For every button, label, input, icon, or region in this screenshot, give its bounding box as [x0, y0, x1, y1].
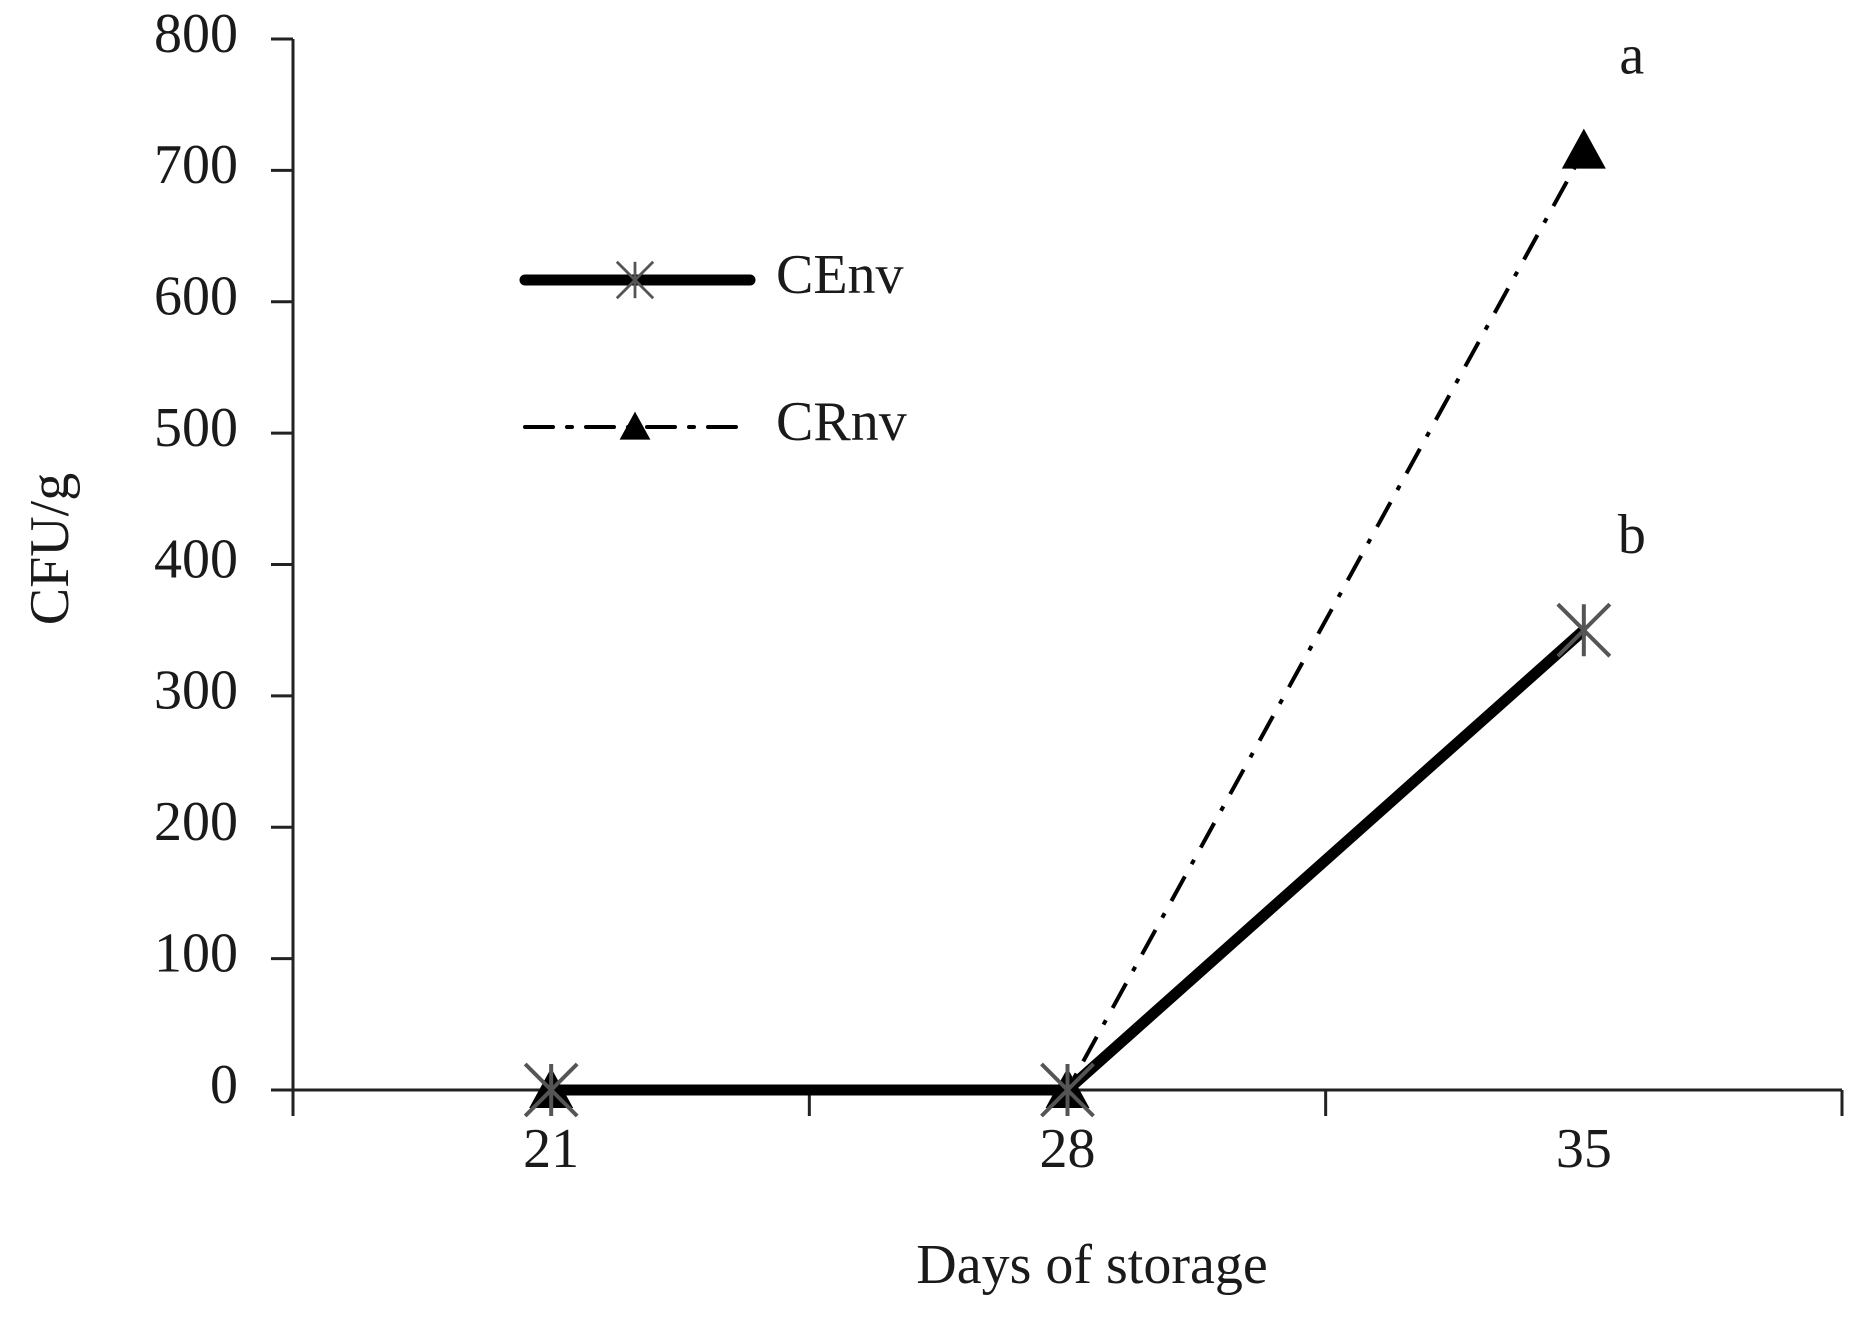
x-tick-label: 28 [1040, 1118, 1096, 1180]
x-tick-label: 35 [1556, 1118, 1612, 1180]
y-tick-label: 700 [154, 134, 238, 196]
y-axis-label: CFU/g [19, 473, 81, 626]
marker-star [1040, 1062, 1095, 1118]
annotation: b [1618, 504, 1646, 566]
y-tick-label: 500 [154, 397, 238, 459]
x-tick-label: 21 [523, 1118, 579, 1180]
series-line [551, 149, 1586, 1092]
y-tick-label: 0 [210, 1054, 238, 1116]
y-tick-label: 600 [154, 266, 238, 328]
x-axis-label: Days of storage [916, 1234, 1267, 1296]
series-line [551, 626, 1588, 1096]
legend-marker [619, 411, 651, 440]
legend-marker [615, 260, 655, 300]
y-tick-label: 800 [154, 3, 238, 65]
legend-label: CEnv [776, 244, 904, 306]
marker-triangle [1561, 128, 1606, 169]
legend-label: CRnv [776, 391, 907, 453]
y-tick-label: 100 [154, 922, 238, 984]
y-tick-label: 300 [154, 660, 238, 722]
annotation: a [1619, 25, 1644, 87]
y-tick-label: 400 [154, 528, 238, 590]
marker-star [1556, 602, 1612, 658]
marker-star [523, 1062, 579, 1118]
y-tick-label: 200 [154, 791, 238, 853]
